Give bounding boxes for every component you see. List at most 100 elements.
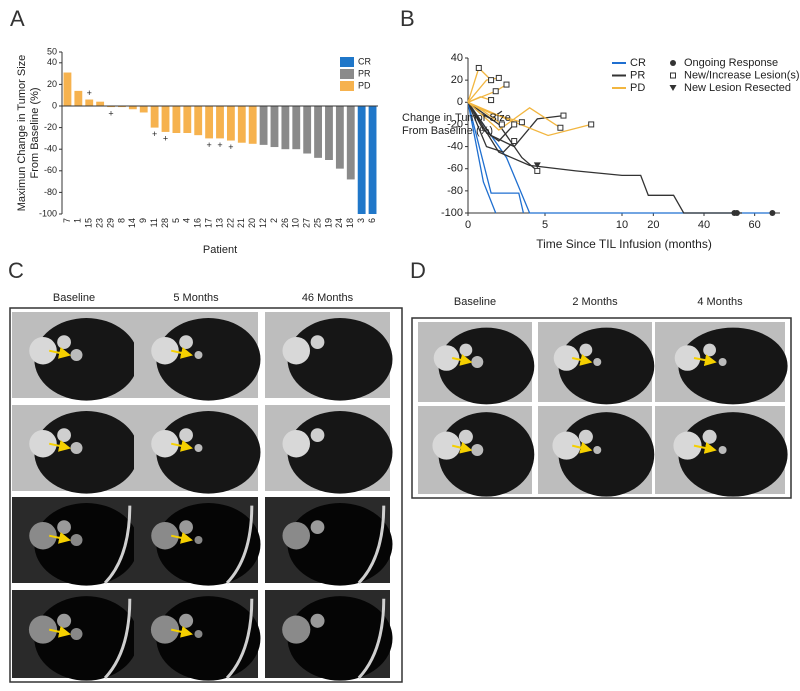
bar <box>270 106 279 148</box>
x-axis-label: Time Since TIL Infusion (months) <box>536 237 712 251</box>
y-axis-label: From Baseline (%) <box>29 87 41 178</box>
ct-arrow <box>48 347 71 359</box>
marker-square <box>488 77 495 84</box>
ct-rib <box>225 598 254 680</box>
ct-vessel <box>703 343 716 357</box>
legend-swatch <box>340 69 354 79</box>
ct-vessel <box>673 431 702 460</box>
x-tick-label: 22 <box>225 218 235 228</box>
series-line <box>467 101 561 131</box>
ct-vessel <box>674 345 701 371</box>
bar <box>368 106 377 214</box>
ct-arrow <box>571 441 593 454</box>
ct-vessel <box>179 613 194 628</box>
legend-swatch <box>340 81 354 91</box>
ct-image <box>418 322 535 405</box>
y-tick-label: 0 <box>457 96 463 108</box>
y-tick-label: -80 <box>447 185 463 197</box>
x-tick-label: 23 <box>95 218 105 228</box>
ct-vessel <box>579 343 593 357</box>
ct-arrow <box>48 625 71 638</box>
marker-circle <box>769 210 776 216</box>
x-tick-label: 60 <box>749 219 761 231</box>
ct-vessel <box>310 335 325 349</box>
ct-image <box>655 406 788 497</box>
legend-label: PR <box>358 68 371 78</box>
ct-vessel <box>310 520 325 534</box>
ct-lesion <box>718 358 727 366</box>
ct-vessel <box>179 335 193 349</box>
ct-lesion <box>593 446 602 454</box>
legend-label: PD <box>630 82 645 94</box>
marker-square <box>557 124 564 131</box>
column-header: Baseline <box>454 296 496 308</box>
y-axis-label: Maximun Change in Tumor Size <box>16 55 28 212</box>
ct-vessel <box>151 521 179 550</box>
ct-vessel <box>28 615 58 644</box>
series-line <box>467 102 525 214</box>
legend-label: New/Increase Lesion(s) <box>684 69 800 81</box>
ct-vessel <box>702 429 717 444</box>
plus-marker: + <box>217 140 222 150</box>
x-tick-label: 5 <box>542 219 548 231</box>
x-tick-label: 28 <box>160 218 170 228</box>
x-tick-label: 20 <box>247 218 257 228</box>
bar <box>346 106 355 180</box>
plus-marker: + <box>152 129 157 139</box>
ct-rib <box>103 598 132 680</box>
bar <box>357 106 366 214</box>
ct-image <box>538 406 655 497</box>
bar <box>96 101 105 106</box>
ct-image <box>12 590 139 681</box>
ct-lesion <box>194 444 203 452</box>
ct-vessel <box>433 345 460 371</box>
ct-lesion <box>70 534 83 546</box>
ct-lesion <box>471 444 484 456</box>
x-tick-label: 4 <box>182 218 192 223</box>
y-tick-label: -80 <box>44 187 57 197</box>
ct-lesion <box>70 349 83 361</box>
x-tick-label: 17 <box>203 218 213 228</box>
series-line <box>467 101 503 125</box>
x-tick-label: 21 <box>236 218 246 228</box>
x-tick-label: 7 <box>62 218 72 223</box>
ct-arrow <box>451 441 473 454</box>
marker-square <box>511 138 518 145</box>
marker-square <box>518 119 525 126</box>
plus-marker: + <box>108 108 113 118</box>
marker-square <box>560 112 567 119</box>
marker-square <box>498 121 505 128</box>
ct-lesion <box>194 630 203 638</box>
y-tick-label: 40 <box>451 52 463 64</box>
legend-marker <box>669 85 677 91</box>
y-tick-label: 50 <box>47 46 57 56</box>
ct-arrow <box>170 347 193 359</box>
y-tick-label: 20 <box>451 74 463 86</box>
bar <box>172 106 181 133</box>
bar <box>205 106 214 139</box>
x-tick-label: 9 <box>138 218 148 223</box>
x-tick-label: 11 <box>149 218 159 227</box>
ct-arrow <box>170 440 193 452</box>
marker-square <box>488 97 495 104</box>
y-tick-label: 20 <box>47 79 57 89</box>
bar <box>194 106 203 136</box>
column-header: 4 Months <box>697 296 743 308</box>
marker-square <box>495 74 502 81</box>
ct-lesion <box>718 446 727 454</box>
x-tick-label: 1 <box>73 218 83 223</box>
bar <box>292 106 301 150</box>
ct-arrow <box>451 353 473 366</box>
ct-image <box>265 590 393 681</box>
marker-square <box>588 121 595 128</box>
panel-letter: C <box>8 258 24 283</box>
bar <box>314 106 322 158</box>
plus-marker: + <box>206 140 211 150</box>
marker-square <box>534 167 541 174</box>
panel-letter: B <box>400 6 415 31</box>
bar <box>128 106 137 110</box>
ct-image <box>265 497 393 586</box>
ct-lesion <box>194 536 203 544</box>
x-tick-label: 0 <box>465 219 471 231</box>
ct-image <box>134 497 261 586</box>
